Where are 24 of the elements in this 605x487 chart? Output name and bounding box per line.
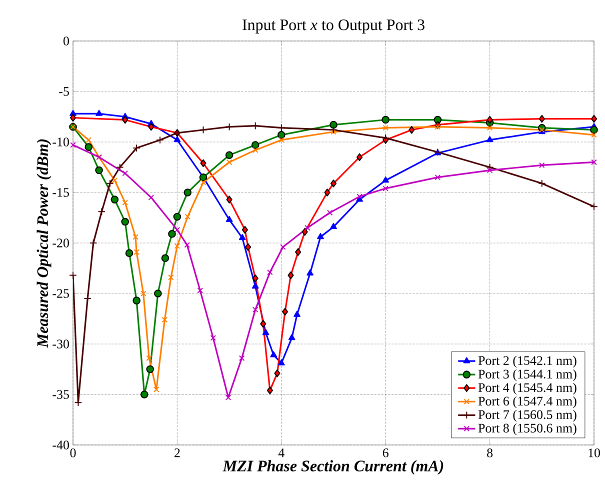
x-tick-label: 0	[70, 448, 76, 458]
y-tick-label: -5	[59, 87, 69, 96]
y-tick-label: -35	[52, 390, 69, 399]
legend-label: Port 6 (1547.4 nm)	[478, 396, 576, 408]
x-tick-label: 10	[588, 448, 600, 458]
legend-label: Port 8 (1550.6 nm)	[478, 423, 576, 436]
x-tick-label: 2	[174, 448, 180, 458]
y-tick-label: -30	[52, 340, 69, 348]
y-tick-label: -15	[52, 188, 69, 197]
y-tick-label: -20	[52, 238, 69, 248]
chart-title: Input Port x to Output Port 3	[242, 19, 424, 34]
legend-label: Port 7 (1560.5 nm)	[478, 410, 576, 422]
legend-label: Port 2 (1542.1 nm)	[478, 356, 576, 368]
y-tick-label: -10	[52, 138, 69, 146]
legend-label: Port 3 (1544.1 nm)	[478, 369, 576, 382]
legend-label: Port 4 (1545.4 nm)	[478, 382, 576, 395]
y-tick-label: -40	[52, 440, 69, 450]
x-axis-title: MZI Phase Section Current (mA)	[222, 460, 444, 475]
y-axis-title: Measured Optical Power (dBm)	[36, 139, 52, 348]
x-tick-label: 8	[487, 448, 493, 458]
x-tick-label: 4	[278, 448, 284, 458]
y-tick-label: 0	[63, 36, 69, 46]
x-tick-label: 6	[382, 448, 388, 458]
y-tick-label: -25	[52, 289, 69, 298]
